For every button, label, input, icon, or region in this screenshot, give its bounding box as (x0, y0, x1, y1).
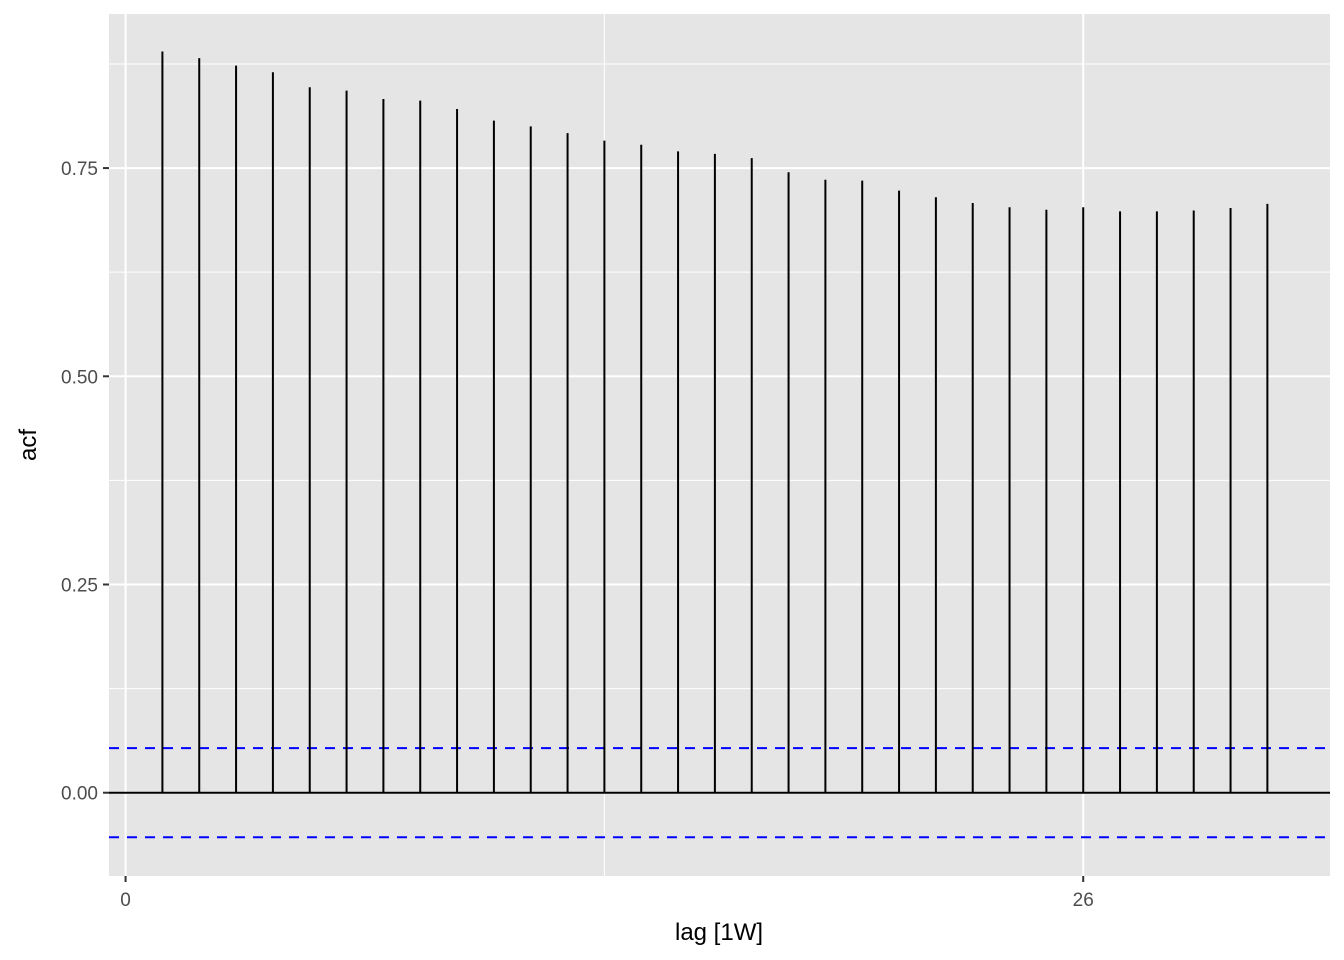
plot-panel (109, 14, 1330, 876)
acf-bars (161, 51, 1269, 793)
axis-ticks (103, 167, 1085, 882)
y-tick-label: 0.75 (61, 159, 98, 180)
x-tick-label: 26 (1073, 890, 1094, 911)
y-tick-label: 0.25 (61, 576, 98, 597)
x-axis-title: lag [1W] (675, 919, 763, 946)
confidence-bounds (109, 747, 1330, 839)
x-tick-label: 0 (120, 890, 131, 911)
axis-tick-labels: 0.00 0.25 0.50 0.75 0 26 (61, 159, 1094, 911)
y-axis-title: acf (15, 429, 42, 461)
y-tick-label: 0.00 (61, 784, 98, 805)
y-tick-label: 0.50 (61, 367, 98, 388)
